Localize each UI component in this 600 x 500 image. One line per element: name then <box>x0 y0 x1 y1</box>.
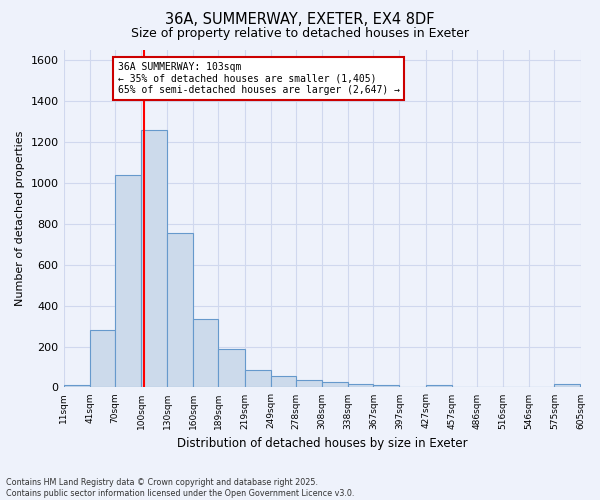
Y-axis label: Number of detached properties: Number of detached properties <box>15 131 25 306</box>
Bar <box>89 330 115 388</box>
Bar <box>425 385 452 388</box>
Bar <box>554 384 580 388</box>
Bar <box>64 386 89 388</box>
Bar <box>296 380 322 388</box>
Text: Contains HM Land Registry data © Crown copyright and database right 2025.
Contai: Contains HM Land Registry data © Crown c… <box>6 478 355 498</box>
Bar <box>218 348 245 388</box>
X-axis label: Distribution of detached houses by size in Exeter: Distribution of detached houses by size … <box>177 437 467 450</box>
Bar <box>271 376 296 388</box>
Bar <box>322 382 348 388</box>
Bar <box>115 174 141 388</box>
Bar <box>348 384 373 388</box>
Text: Size of property relative to detached houses in Exeter: Size of property relative to detached ho… <box>131 28 469 40</box>
Bar <box>373 386 400 388</box>
Text: 36A SUMMERWAY: 103sqm
← 35% of detached houses are smaller (1,405)
65% of semi-d: 36A SUMMERWAY: 103sqm ← 35% of detached … <box>118 62 400 96</box>
Text: 36A, SUMMERWAY, EXETER, EX4 8DF: 36A, SUMMERWAY, EXETER, EX4 8DF <box>165 12 435 28</box>
Bar <box>167 233 193 388</box>
Bar <box>141 130 167 388</box>
Bar <box>245 370 271 388</box>
Bar <box>193 319 218 388</box>
